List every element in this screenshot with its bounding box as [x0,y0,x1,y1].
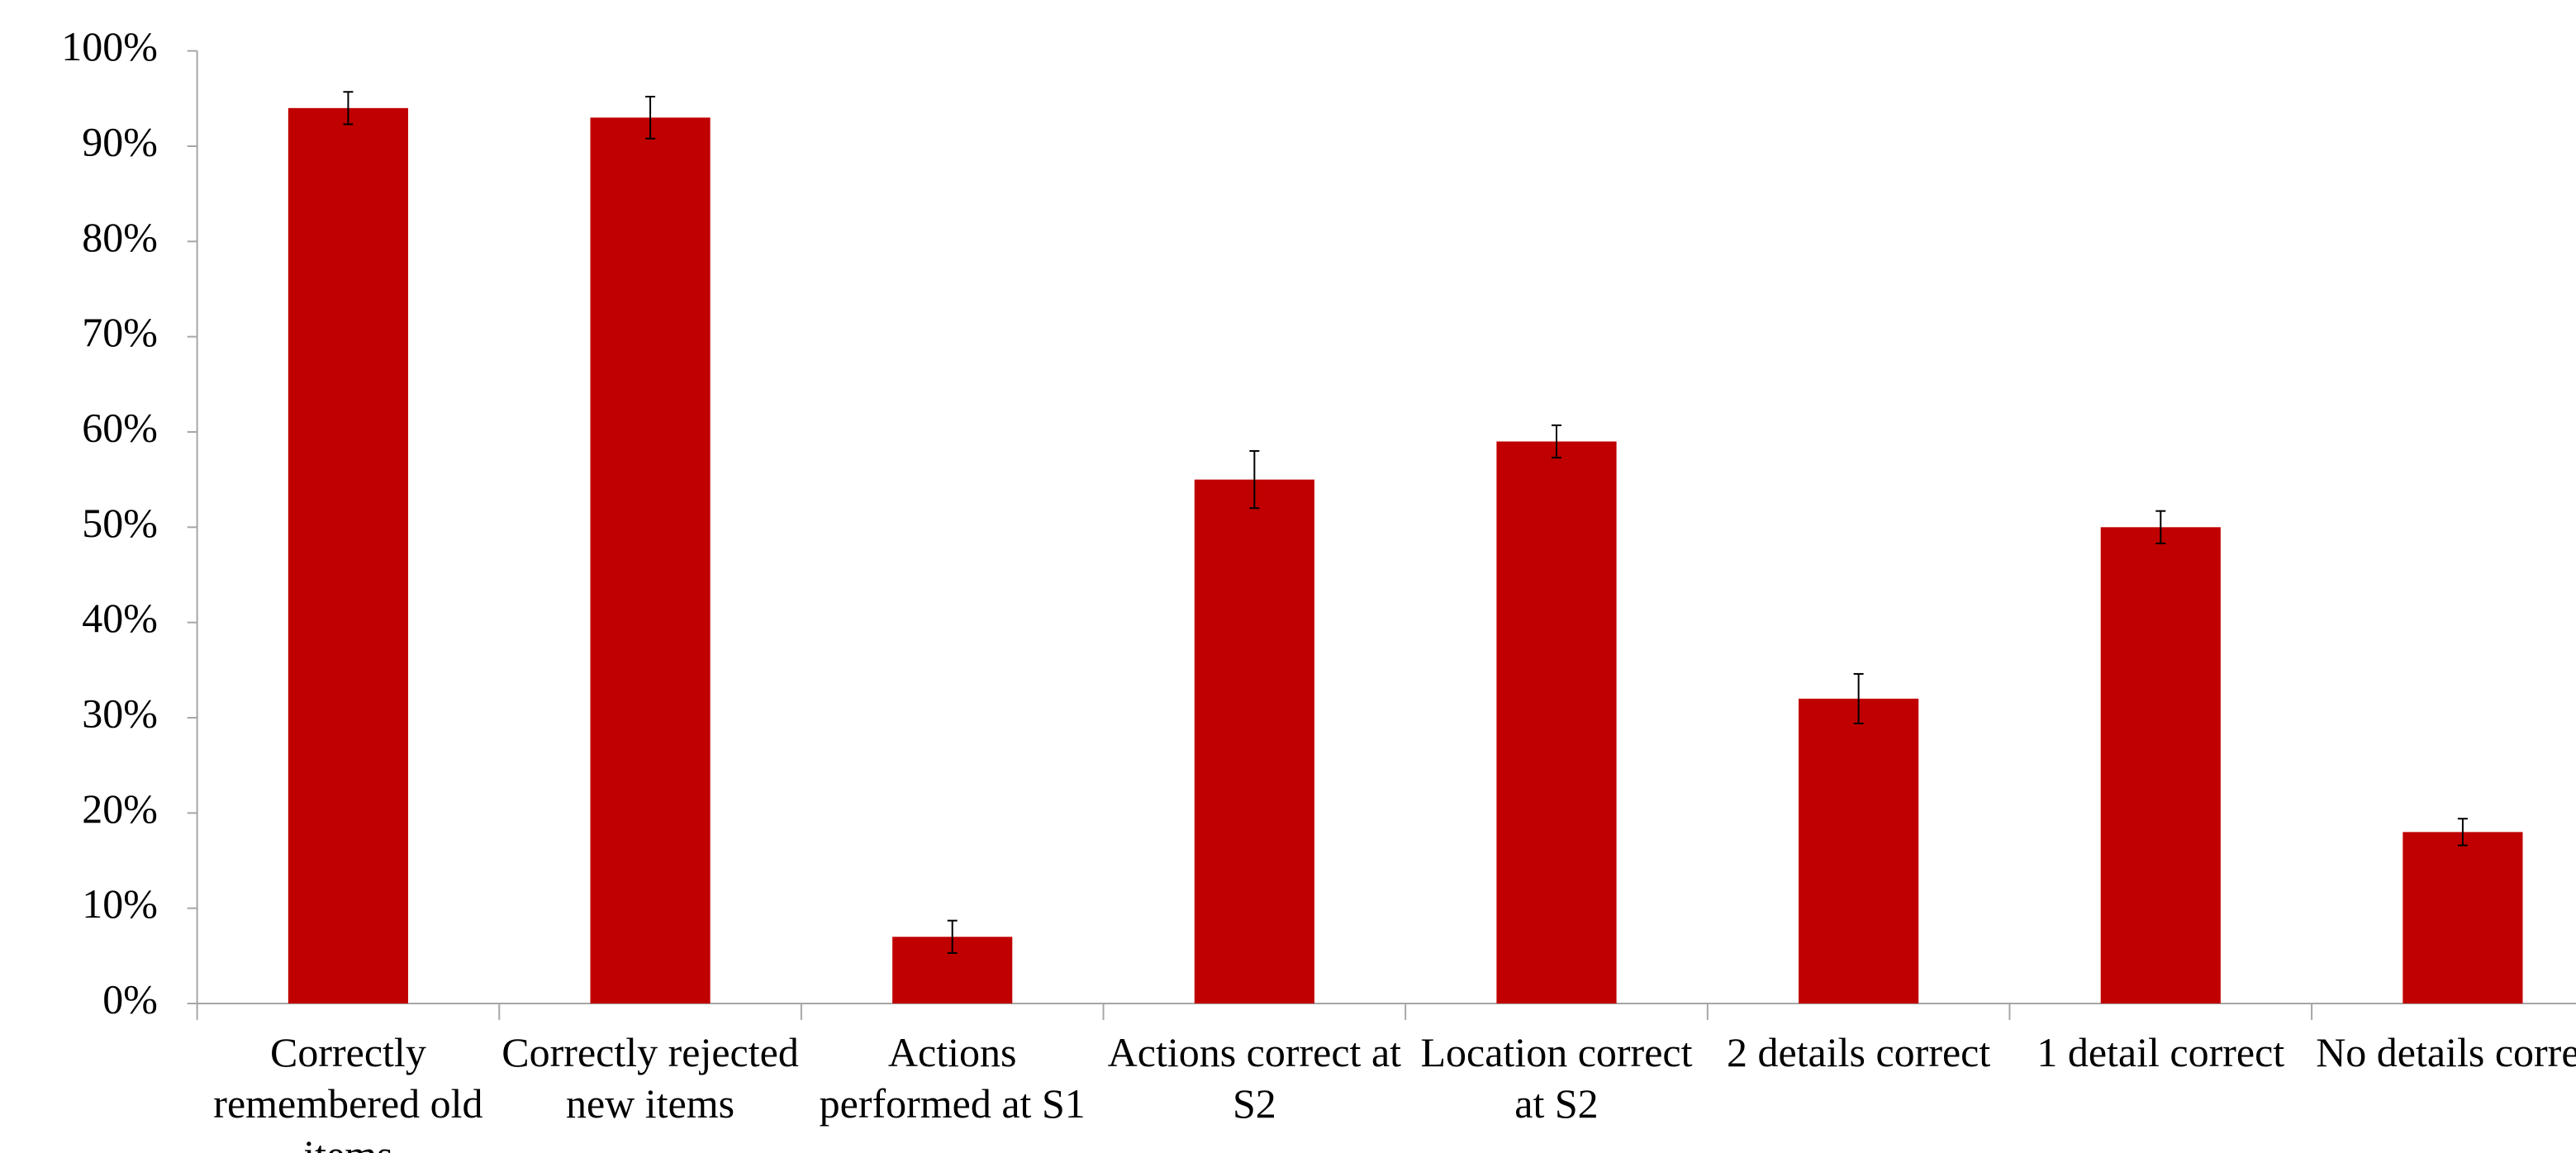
error-bar [1249,450,1260,510]
y-tick-label: 80% [82,214,158,260]
x-tick-label-box: 1 detail correct [2037,1028,2285,1075]
y-tick-label: 50% [82,500,158,546]
error-bar [2155,510,2166,544]
x-tick-label-box: Correctly remembered old items [213,1028,483,1153]
x-tick-label: Location correct at S2 [1420,1028,1693,1127]
x-tick-label-box: No details correct [2316,1028,2576,1075]
bar [1799,698,1919,1004]
x-tick-label-box: Location correct at S2 [1420,1028,1693,1127]
error-bar [343,91,354,126]
x-tick-label: No details correct [2316,1028,2576,1075]
error-bar [947,919,958,954]
bar [2100,527,2221,1004]
x-tick-label: Correctly remembered old items [213,1028,483,1153]
x-tick-label-box: Actions correct at S2 [1107,1028,1402,1127]
x-tick-label-box: Actions performed at S1 [819,1028,1086,1127]
error-bar [645,96,656,140]
y-tick-label: 0% [102,975,158,1022]
y-tick-label: 60% [82,404,158,450]
bar [1194,479,1314,1004]
y-tick-label: 40% [82,595,158,641]
x-tick-label: Correctly rejected new items [501,1028,799,1127]
x-tick-label: 1 detail correct [2037,1028,2285,1075]
bar [1496,441,1617,1004]
y-tick-label: 30% [82,690,158,736]
x-tick-label-box: 2 details correct [1726,1028,1991,1075]
bar [288,107,409,1004]
x-tick-label-box: Correctly rejected new items [501,1028,799,1127]
y-tick-label: 90% [82,118,158,164]
y-tick-label: 100% [61,23,158,69]
x-tick-label: Actions correct at S2 [1107,1028,1402,1127]
x-tick-label: 2 details correct [1726,1028,1991,1075]
y-tick-label: 10% [82,880,158,927]
error-bar [2457,818,2468,847]
y-tick-label: 20% [82,785,158,832]
bar [2403,832,2523,1004]
x-tick-label: Actions performed at S1 [819,1028,1086,1127]
error-bar [1551,424,1561,459]
error-bar [1853,672,1864,724]
y-tick-label: 70% [82,309,158,355]
bar [590,117,711,1004]
